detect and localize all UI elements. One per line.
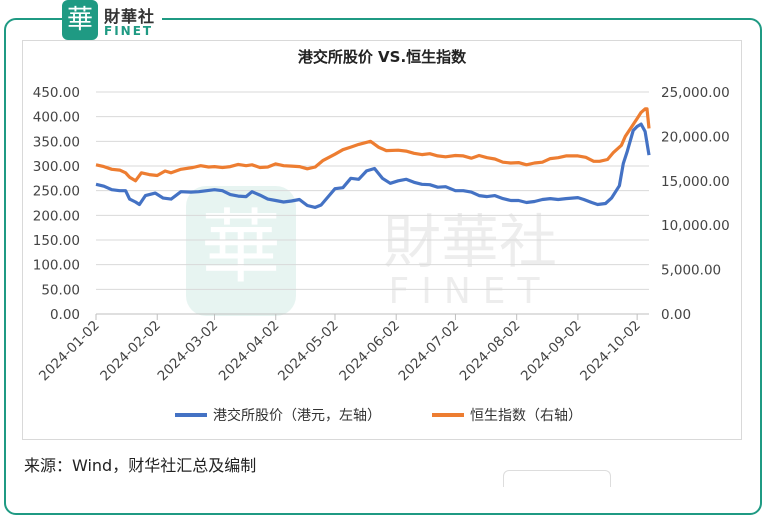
x-tick-label: 2024-10-02 (577, 318, 644, 385)
x-tick-label: 2024-08-02 (457, 318, 524, 385)
y-left-tick-label: 150.00 (33, 233, 80, 249)
chart-title: 港交所股价 VS.恒生指数 (298, 48, 467, 66)
watermark-mark: 華 (201, 201, 281, 294)
y-left-tick-label: 200.00 (33, 208, 80, 224)
card-frame (4, 18, 762, 515)
watermark-text-en: FINET (389, 271, 552, 312)
y-left-tick-label: 250.00 (33, 184, 80, 200)
x-tick-label: 2024-04-02 (216, 318, 283, 385)
brand-name-en: FINET (104, 24, 154, 38)
chart-area (22, 40, 742, 440)
brand-mark: 華 (62, 0, 98, 40)
watermark-text-cn: 財華社 (383, 208, 557, 276)
brand-logo: 華 財華社 FINET (62, 0, 162, 44)
y-left-tick-label: 400.00 (33, 110, 80, 126)
y-right-tick-label: 5,000.00 (661, 263, 721, 279)
y-right-tick-label: 0.00 (661, 307, 691, 323)
grid-lines (96, 91, 649, 315)
x-tick-label: 2024-05-02 (275, 318, 342, 385)
brand-name-cn: 財華社 (104, 7, 156, 26)
watermark: 華 財華社 FINET (186, 186, 557, 316)
y-left-ticks: 0.00 50.00 100.00 150.00 200.00 250.00 300.00 3… (33, 85, 80, 323)
source-note: 来源：Wind，财华社汇总及编制 (24, 456, 257, 475)
legend-label-hsi: 恒生指数（右轴） (470, 408, 582, 424)
y-right-tick-label: 25,000.00 (661, 85, 730, 101)
x-tick-label: 2024-01-02 (36, 318, 103, 385)
bottom-tab (503, 470, 611, 487)
x-tick-label: 2024-09-02 (518, 318, 585, 385)
series-lines (95, 107, 651, 209)
series-line-hang-seng-index (95, 107, 651, 183)
x-tick-label: 2024-06-02 (336, 318, 403, 385)
series-line-hkex-price (95, 122, 651, 209)
y-right-tick-label: 20,000.00 (661, 129, 730, 145)
watermark-mark-box (186, 186, 296, 316)
y-left-tick-label: 350.00 (33, 134, 80, 150)
y-right-ticks: 0.00 5,000.00 10,000.00 15,000.00 20,000.00 2… (661, 85, 730, 323)
y-left-tick-label: 50.00 (41, 282, 80, 298)
y-left-tick-label: 450.00 (33, 85, 80, 101)
y-left-tick-label: 0.00 (50, 307, 80, 323)
legend-label-hkex: 港交所股价（港元，左轴） (213, 407, 381, 424)
x-tick-label: 2024-02-02 (97, 318, 164, 385)
legend: 港交所股价（港元，左轴） 恒生指数（右轴） (175, 407, 582, 424)
y-left-tick-label: 300.00 (33, 159, 80, 175)
x-ticks: 2024-01-022024-02-022024-03-022024-04-02… (36, 314, 644, 384)
y-left-tick-label: 100.00 (33, 258, 80, 274)
x-tick-label: 2024-07-02 (395, 318, 462, 385)
x-tick-label: 2024-03-02 (155, 318, 222, 385)
y-right-tick-label: 10,000.00 (661, 218, 730, 234)
y-right-tick-label: 15,000.00 (661, 174, 730, 190)
